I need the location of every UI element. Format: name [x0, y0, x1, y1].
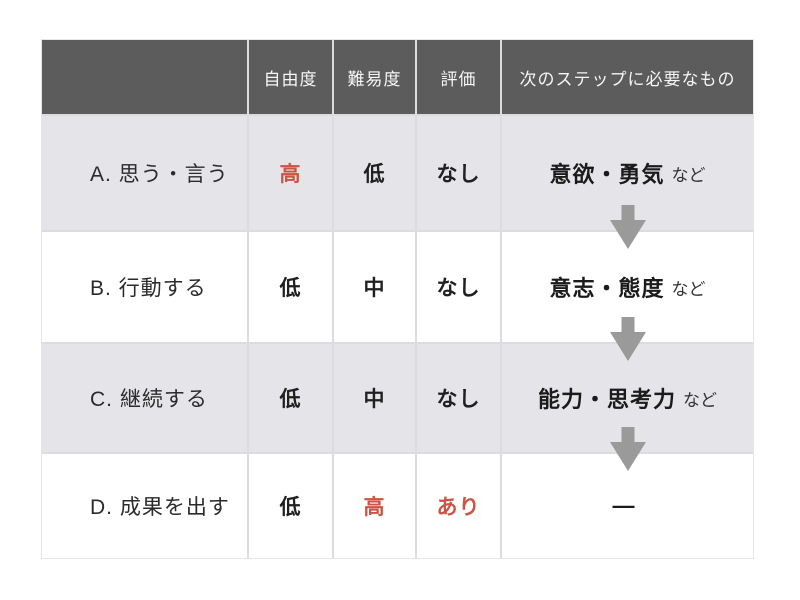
evaluation-value: なし [415, 344, 500, 452]
header-cell-evaluation: 評価 [415, 40, 500, 114]
header-cell-empty [42, 40, 247, 114]
evaluation-value: なし [415, 116, 500, 230]
next-step-suffix: など [671, 165, 706, 185]
table-row: A. 思う・言う 高 低 なし 意欲・勇気 など [42, 114, 753, 249]
down-arrow-icon [609, 317, 646, 361]
evaluation-value: なし [415, 232, 500, 342]
freedom-value: 低 [247, 344, 332, 452]
evaluation-value: あり [415, 454, 500, 558]
next-step-cell: 意欲・勇気 など [500, 116, 753, 249]
freedom-value: 低 [247, 454, 332, 558]
header-cell-next-step: 次のステップに必要なもの [500, 40, 753, 114]
next-step-suffix: など [671, 279, 706, 299]
table-row: C. 継続する 低 中 なし 能力・思考力 など [42, 342, 753, 471]
next-step-cell: 意志・態度 など [500, 232, 753, 361]
table-row: D. 成果を出す 低 高 あり — [42, 452, 753, 558]
difficulty-value: 低 [332, 116, 415, 230]
difficulty-value: 中 [332, 344, 415, 452]
down-arrow-icon [609, 205, 646, 249]
next-step-main: — [612, 493, 636, 518]
next-step-cell: 能力・思考力 など [500, 344, 753, 471]
difficulty-value: 高 [332, 454, 415, 558]
down-arrow-icon [609, 427, 646, 471]
next-step-main: 能力・思考力 [537, 387, 676, 412]
row-label: D. 成果を出す [90, 496, 230, 519]
table-header-row: 自由度 難易度 評価 次のステップに必要なもの [42, 40, 753, 114]
header-cell-difficulty: 難易度 [332, 40, 415, 114]
next-step-suffix: など [683, 390, 717, 410]
row-label: A. 思う・言う [90, 163, 229, 186]
next-step-main: 意欲・勇気 [549, 162, 665, 187]
next-step-cell: — [500, 454, 753, 558]
row-label: B. 行動する [90, 277, 207, 300]
difficulty-value: 中 [332, 232, 415, 342]
header-cell-freedom: 自由度 [247, 40, 332, 114]
freedom-value: 高 [247, 116, 332, 230]
freedom-value: 低 [247, 232, 332, 342]
comparison-table: 自由度 難易度 評価 次のステップに必要なもの A. 思う・言う 高 低 なし … [41, 39, 754, 559]
table-row: B. 行動する 低 中 なし 意志・態度 など [42, 230, 753, 361]
next-step-main: 意志・態度 [549, 276, 665, 301]
row-label: C. 継続する [90, 388, 208, 411]
